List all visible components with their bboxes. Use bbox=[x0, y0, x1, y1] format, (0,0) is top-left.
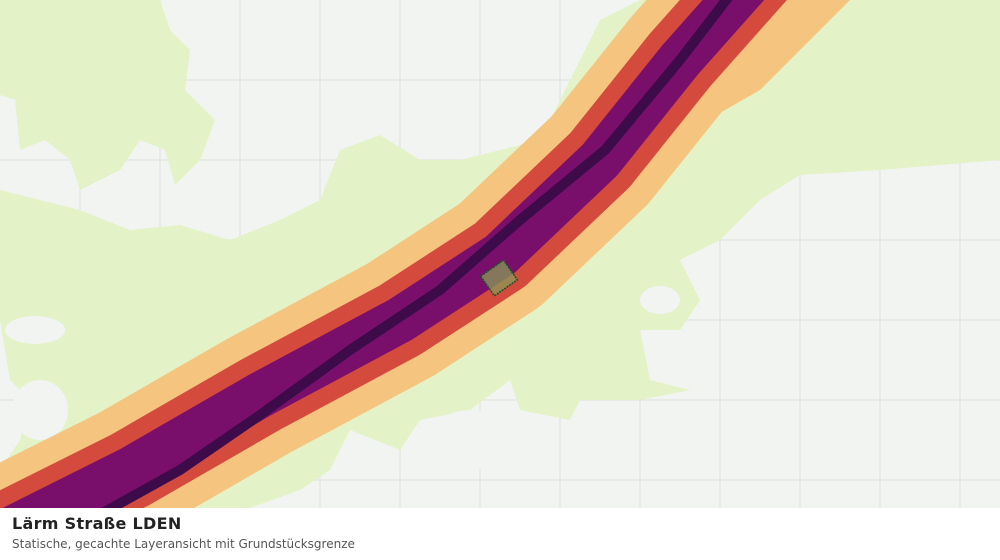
caption-subtitle: Statische, gecachte Layeransicht mit Gru… bbox=[12, 537, 355, 551]
caption-title: Lärm Straße LDEN bbox=[12, 514, 182, 533]
parcel-boundary bbox=[479, 259, 519, 297]
caption-panel: Lärm Straße LDEN Statische, gecachte Lay… bbox=[0, 508, 1000, 560]
open-areas bbox=[5, 286, 680, 470]
noise-bands bbox=[0, 0, 850, 508]
band-70db bbox=[101, 0, 733, 508]
noise-map bbox=[0, 0, 1000, 508]
